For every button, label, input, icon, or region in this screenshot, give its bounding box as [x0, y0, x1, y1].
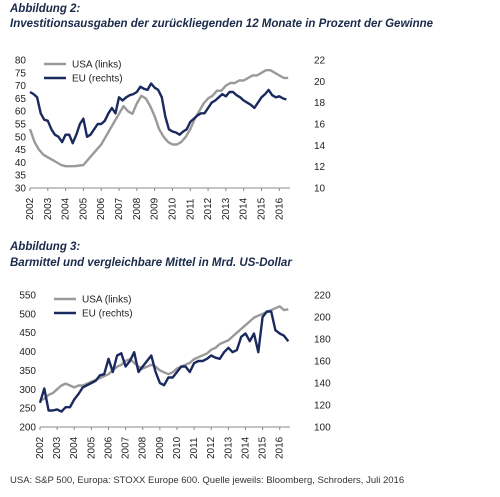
y-right-tick-label: 20: [314, 77, 326, 88]
y-left-tick-label: 55: [15, 120, 27, 131]
y-right-tick-label: 14: [314, 141, 326, 152]
series-line-eu: [38, 310, 290, 413]
y-right-tick-label: 100: [314, 423, 331, 434]
x-tick-label: 2016: [275, 436, 286, 459]
y-left-tick-label: 500: [19, 309, 36, 320]
x-tick-label: 2010: [172, 436, 183, 459]
y-left-tick-label: 35: [15, 171, 27, 182]
legend-label-usa: USA (links): [72, 60, 121, 71]
y-left-tick-label: 50: [15, 132, 27, 143]
x-tick-label: 2014: [240, 436, 251, 459]
x-tick-label: 2006: [103, 436, 114, 459]
x-tick-label: 2007: [121, 436, 132, 459]
x-tick-label: 2004: [61, 197, 72, 220]
y-left-tick-label: 400: [19, 347, 36, 358]
y-right-tick-label: 18: [314, 98, 326, 109]
figure-2-label: Abbildung 3:: [10, 241, 81, 253]
legend-label-usa: USA (links): [82, 295, 131, 306]
x-tick-label: 2007: [114, 197, 125, 220]
x-tick-label: 2011: [189, 437, 200, 459]
y-left-tick-label: 30: [15, 184, 27, 195]
x-tick-label: 2006: [96, 197, 107, 220]
x-tick-label: 2002: [25, 197, 36, 220]
series-line-usa: [39, 305, 289, 402]
chart-cash-holdings: 200 250 300 350 400 450 500 550 100 120 140 160 180 2…: [19, 291, 331, 460]
x-tick-label: 2015: [257, 197, 268, 220]
x-tick-label: 2012: [206, 436, 217, 459]
x-tick-label: 2005: [78, 197, 89, 220]
y-left-tick-label: 300: [19, 385, 36, 396]
legend-label-eu: EU (rechts): [72, 74, 123, 85]
y-left-tick-label: 550: [19, 291, 36, 302]
y-left-tick-label: 75: [15, 68, 27, 79]
x-tick-label: 2002: [35, 436, 46, 459]
figure-1-title: Investitionsausgaben der zurückliegenden…: [10, 18, 434, 30]
x-tick-label: 2010: [167, 197, 178, 220]
series-line-eu: [29, 82, 287, 145]
figure-2-title: Barmittel und vergleichbare Mittel in Mr…: [10, 257, 292, 269]
x-tick-label: 2011: [185, 198, 196, 220]
y-right-tick-label: 140: [314, 379, 331, 390]
y-right-tick-label: 10: [314, 184, 326, 195]
x-tick-label: 2016: [274, 197, 285, 220]
y-right-tick-label: 12: [314, 162, 326, 173]
y-left-tick-label: 80: [15, 56, 27, 67]
y-right-tick-label: 16: [314, 120, 326, 131]
source-note: USA: S&P 500, Europa: STOXX Europe 600. …: [10, 475, 405, 486]
x-tick-label: 2009: [155, 436, 166, 459]
y-left-tick-label: 65: [15, 94, 27, 105]
x-tick-label: 2013: [223, 436, 234, 459]
y-left-tick-label: 250: [19, 404, 36, 415]
y-left-tick-label: 45: [15, 145, 27, 156]
x-tick-label: 2009: [150, 197, 161, 220]
x-tick-label: 2004: [69, 436, 80, 459]
y-right-tick-label: 22: [314, 56, 326, 67]
series-line-usa: [28, 69, 289, 168]
y-left-tick-label: 40: [15, 158, 27, 169]
x-tick-label: 2003: [43, 197, 54, 220]
x-tick-label: 2013: [221, 197, 232, 220]
legend-label-eu: EU (rechts): [82, 309, 133, 320]
y-left-tick-label: 60: [15, 107, 27, 118]
x-tick-label: 2008: [132, 197, 143, 220]
y-right-tick-label: 120: [314, 401, 331, 412]
y-right-tick-label: 200: [314, 313, 331, 324]
y-right-tick-label: 160: [314, 357, 331, 368]
y-left-tick-label: 350: [19, 366, 36, 377]
x-tick-label: 2008: [138, 436, 149, 459]
x-tick-label: 2014: [239, 197, 250, 220]
x-tick-label: 2012: [203, 197, 214, 220]
y-left-tick-label: 70: [15, 81, 27, 92]
x-tick-label: 2005: [86, 436, 97, 459]
y-left-tick-label: 450: [19, 328, 36, 339]
y-left-tick-label: 200: [19, 423, 36, 434]
y-right-tick-label: 220: [314, 291, 331, 302]
y-right-tick-label: 180: [314, 335, 331, 346]
x-tick-label: 2003: [52, 436, 63, 459]
figure-1-label: Abbildung 2:: [10, 3, 81, 15]
x-tick-label: 2015: [258, 436, 269, 459]
